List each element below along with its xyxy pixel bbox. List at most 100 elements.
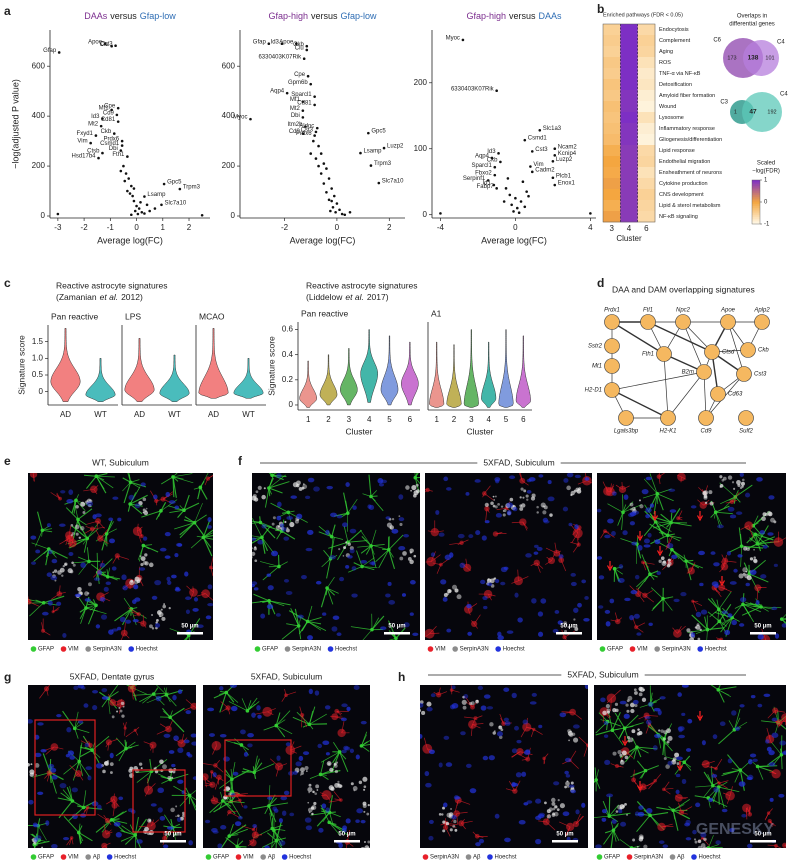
astrocyte-soma [168,715,172,720]
nucleus [629,511,637,517]
signal-fiber [192,586,194,593]
nucleus [638,805,644,810]
legend-swatch [205,854,212,860]
nucleus [690,505,697,509]
nucleus [295,761,302,767]
point-label: Cd9 [289,129,301,135]
legend-label: VIM [435,647,446,653]
punctum [630,508,633,511]
astrocyte-soma [81,805,86,810]
nucleus [449,704,456,710]
astrocyte-process [636,746,649,754]
punctum [452,584,458,590]
legend-swatch [626,854,633,860]
punctum [573,489,577,493]
signal-fiber [105,742,110,748]
nucleus [109,538,116,544]
signal-fiber [254,827,258,836]
nucleus [154,580,162,586]
signal-blob [149,741,157,749]
point-label: Aqp4 [270,89,285,95]
nucleus [307,635,313,640]
nucleus [531,692,537,697]
astrocyte-soma [755,542,760,546]
nucleus [711,774,718,778]
row-label: Endothelial migration [659,159,710,165]
punctum [252,495,257,501]
punctum [70,534,73,537]
nucleus [34,734,40,740]
punctum [666,740,670,744]
astrocyte-process [224,769,233,780]
signal-fiber [123,622,126,634]
astrocyte-soma [104,532,109,536]
astrocyte-process [361,731,368,747]
punctum [298,487,303,491]
nucleus [765,739,770,744]
signal-fiber [214,777,220,790]
nucleus [58,523,66,527]
astrocyte-process [268,474,286,489]
astrocyte-process [630,847,632,848]
venn-set-label: C4 [777,40,785,46]
punctum [719,485,722,488]
nucleus [341,703,348,708]
punctum [52,571,55,574]
point-label: Serpinf1 [463,176,486,182]
nucleus [511,692,517,699]
legend-label: GFAP [607,647,623,653]
punctum [497,502,500,506]
nucleus [37,722,44,726]
astrocyte-process [120,834,136,842]
punctum [566,780,569,783]
legend-swatch [327,646,334,652]
nucleus [33,837,38,843]
astrocyte-process [717,689,725,703]
nucleus [276,755,281,761]
signal-fiber [551,553,556,561]
point [319,172,323,175]
nucleus [168,500,176,504]
punctum [79,526,85,531]
scale-bar [750,632,776,635]
astrocyte-process [415,473,419,478]
astrocyte-process [414,473,416,478]
signal-fiber [511,580,519,584]
heat-cell [620,79,638,91]
astrocyte-process [141,510,162,518]
point-label: Mt1 [99,105,110,111]
signal-fiber [556,550,562,554]
signal-fiber [114,703,122,707]
signal-fiber [658,473,665,477]
nucleus [168,750,175,754]
signal-fiber [433,691,439,696]
punctum [568,739,570,742]
astrocyte-process [347,540,368,543]
signal-fiber [615,484,623,490]
nucleus [78,720,84,724]
signal-fiber [499,713,504,724]
nucleus [457,533,465,539]
nucleus [747,843,753,848]
point [301,109,305,112]
punctum [405,485,410,490]
astrocyte-process [718,729,735,745]
legend-label: SerpinA3N [634,855,663,861]
astrocyte-process [107,685,119,699]
astrocyte-process [166,694,177,707]
signal-fiber [724,560,737,563]
heat-cell [637,68,656,80]
astrocyte-process [118,748,127,762]
colorbar-step [752,207,760,210]
nucleus [611,819,617,824]
signal-fiber [210,799,215,802]
astrocyte-process [718,786,725,809]
point [126,189,129,193]
row-label: TNF-α via NF-κB [659,71,701,77]
punctum [399,522,403,527]
point-label: Apoe [88,39,103,45]
colorbar-tick-label: 1 [764,178,768,184]
colorbar-step [752,189,760,192]
astrocyte-process [718,609,726,622]
punctum [633,507,636,510]
